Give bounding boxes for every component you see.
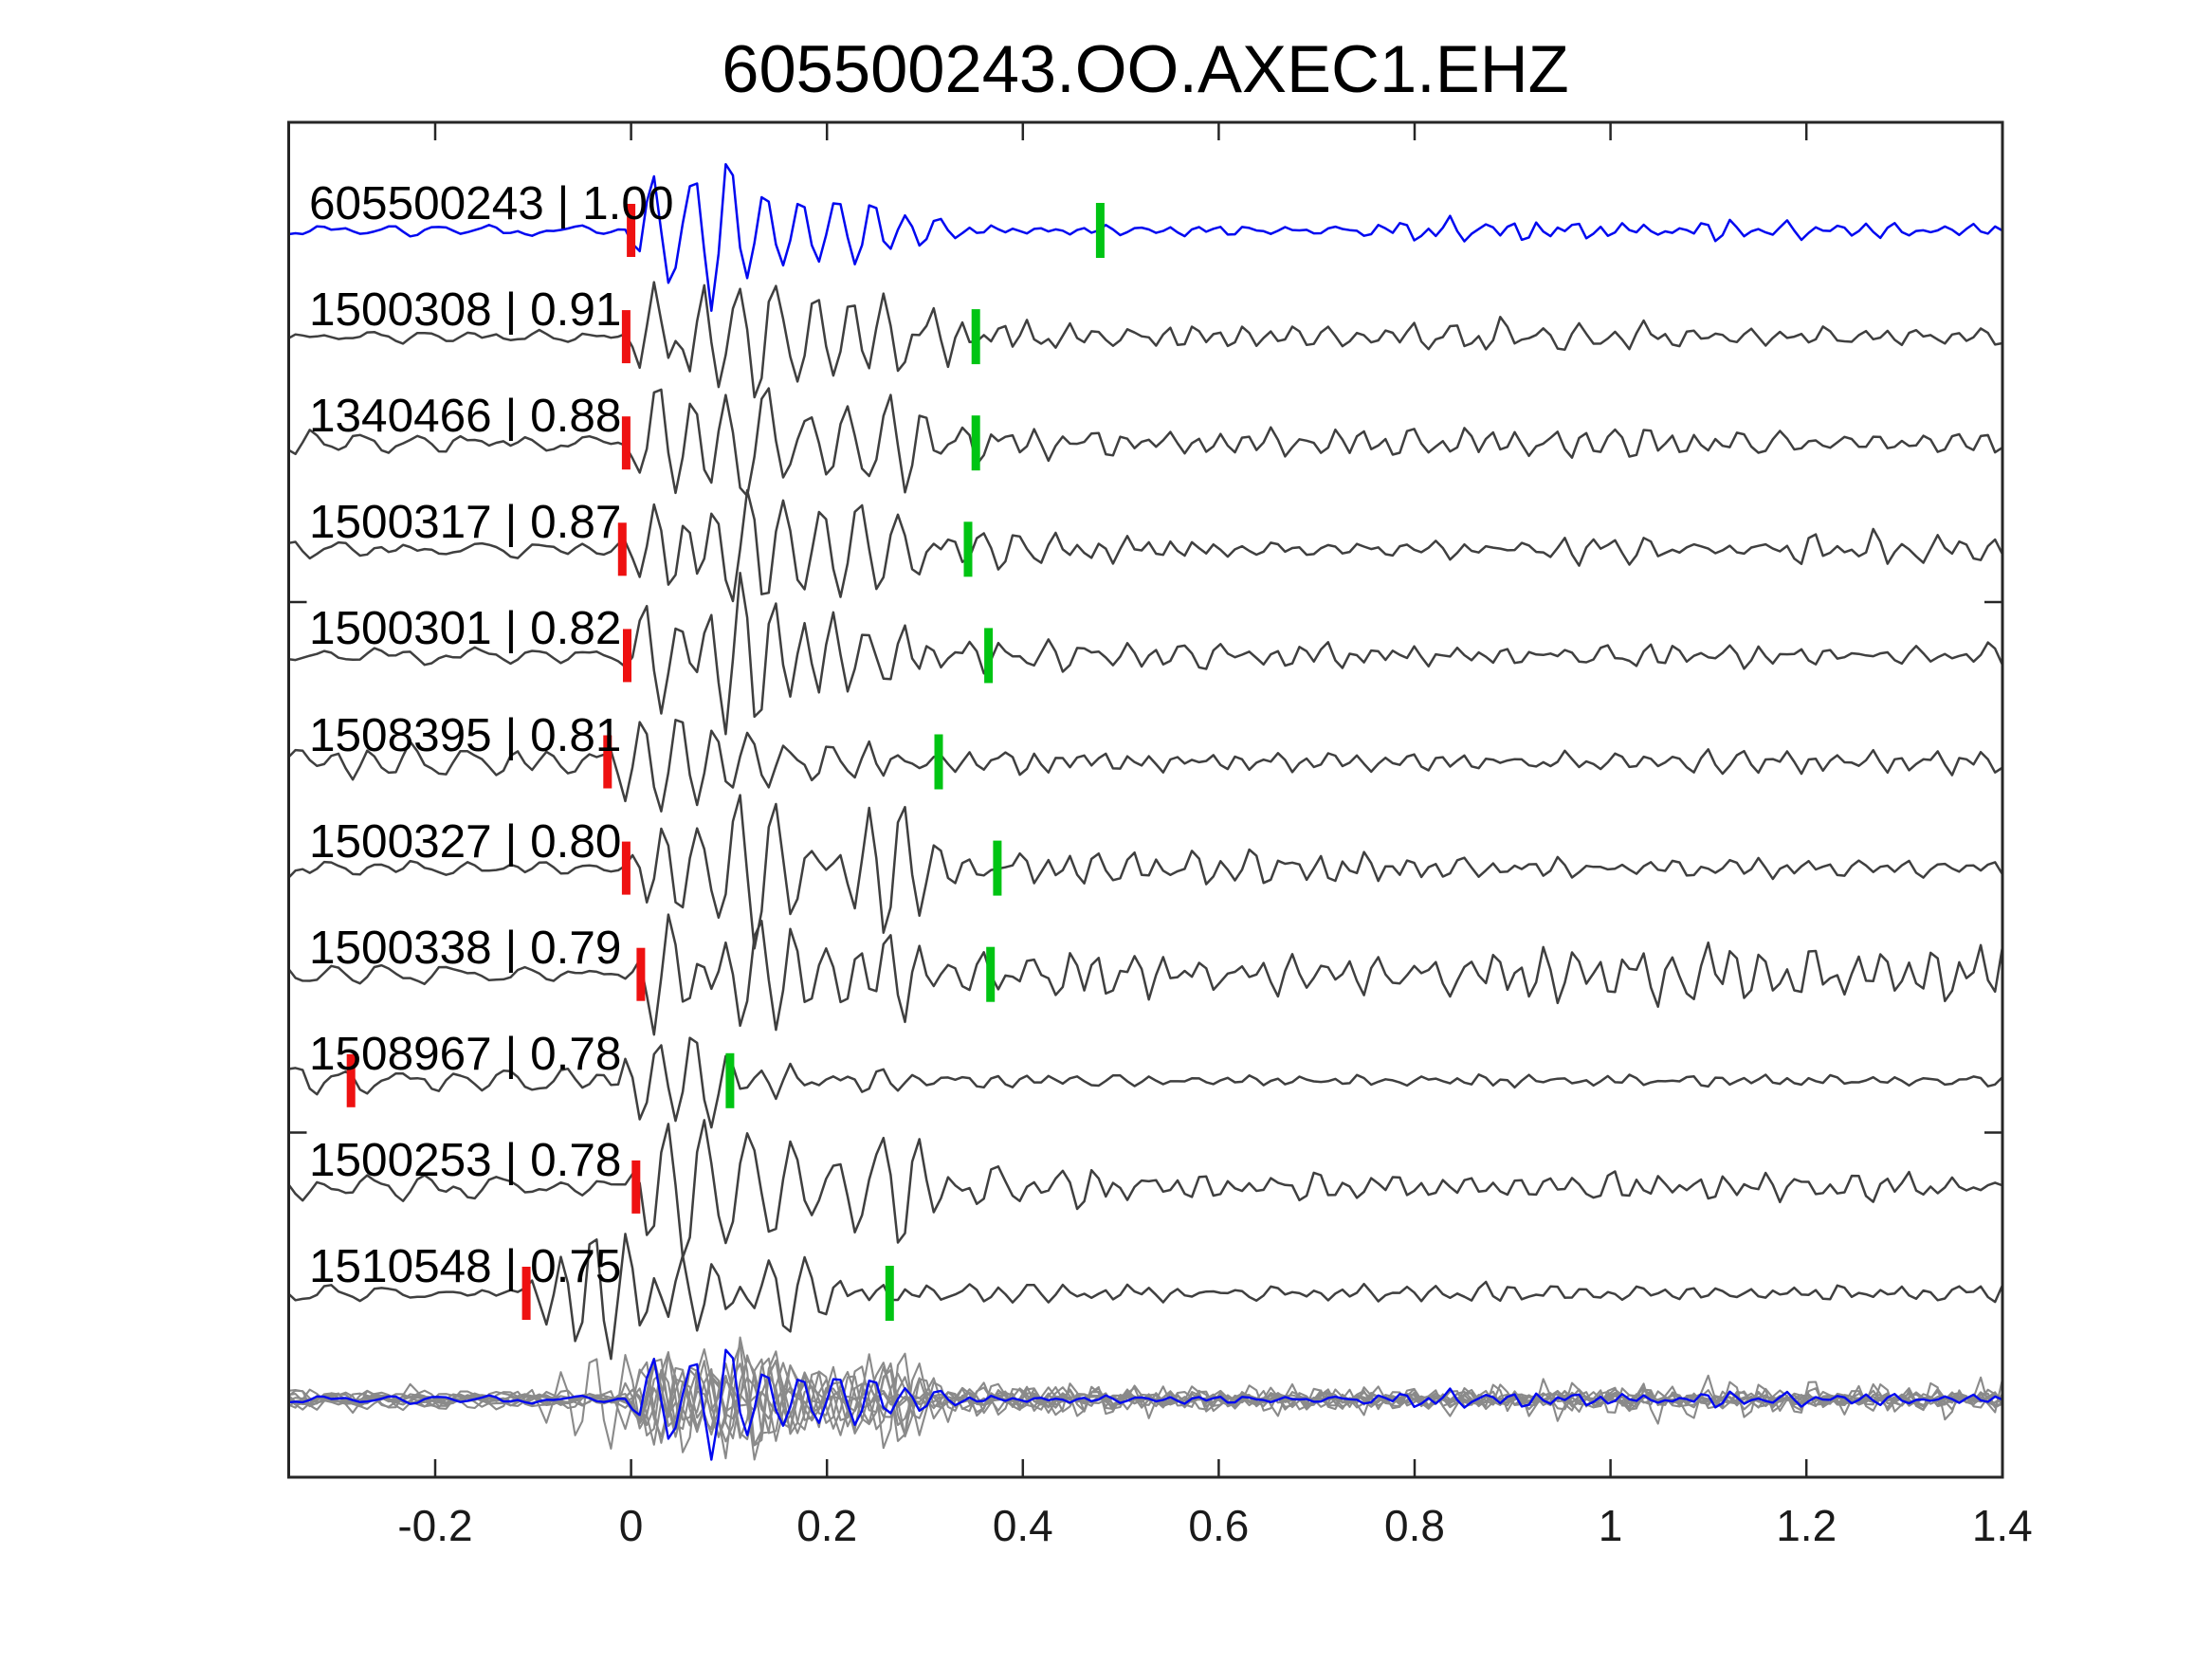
svg-text:1: 1 [1599,1501,1623,1550]
svg-text:1508395 | 0.81: 1508395 | 0.81 [309,709,621,761]
svg-text:1500308 | 0.91: 1500308 | 0.91 [309,283,621,336]
svg-text:1510548 | 0.75: 1510548 | 0.75 [309,1240,621,1292]
svg-text:1500327 | 0.80: 1500327 | 0.80 [309,815,621,868]
svg-text:1.4: 1.4 [1972,1501,2033,1550]
svg-text:1500338 | 0.79: 1500338 | 0.79 [309,922,621,974]
svg-text:0.6: 0.6 [1188,1501,1249,1550]
svg-text:605500243 | 1.00: 605500243 | 1.00 [309,177,673,229]
svg-text:0: 0 [619,1501,644,1550]
svg-text:0.8: 0.8 [1384,1501,1445,1550]
svg-text:0.2: 0.2 [796,1501,857,1550]
svg-text:0.4: 0.4 [993,1501,1053,1550]
svg-text:1500317 | 0.87: 1500317 | 0.87 [309,496,621,548]
svg-text:1508967 | 0.78: 1508967 | 0.78 [309,1028,621,1080]
svg-text:605500243.OO.AXEC1.EHZ: 605500243.OO.AXEC1.EHZ [722,31,1569,106]
svg-text:1500253 | 0.78: 1500253 | 0.78 [309,1134,621,1186]
svg-text:1.2: 1.2 [1776,1501,1837,1550]
svg-text:1500301 | 0.82: 1500301 | 0.82 [309,602,621,654]
svg-text:1340466 | 0.88: 1340466 | 0.88 [309,390,621,442]
svg-text:-0.2: -0.2 [397,1501,472,1550]
